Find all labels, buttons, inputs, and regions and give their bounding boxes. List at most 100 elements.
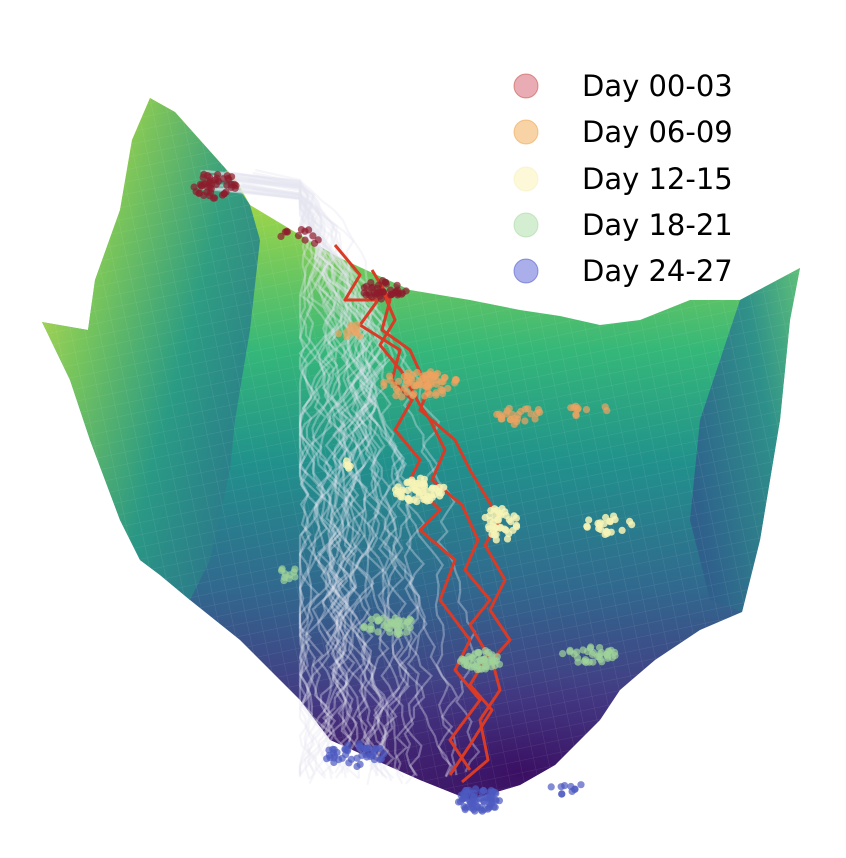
- trajectory-line: [199, 187, 406, 779]
- point-day-00-03: [376, 292, 384, 300]
- point-day-12-15: [618, 526, 626, 535]
- point-day-06-09: [582, 406, 591, 414]
- point-day-00-03: [206, 183, 214, 191]
- point-day-06-09: [415, 377, 423, 385]
- legend-label-day-00-03: Day 00-03: [582, 69, 733, 103]
- point-day-00-03: [301, 236, 309, 244]
- trajectory-line: [239, 173, 353, 775]
- trajectory-line: [224, 170, 481, 773]
- point-day-06-09: [355, 332, 364, 340]
- point-day-24-27: [571, 785, 579, 794]
- point-day-24-27: [356, 760, 364, 769]
- point-day-06-09: [521, 417, 529, 425]
- trajectory-line: [204, 174, 373, 776]
- trajectories-background: [199, 168, 481, 786]
- point-day-18-21: [395, 627, 403, 635]
- point-day-06-09: [395, 377, 403, 385]
- point-day-06-09: [348, 324, 356, 332]
- point-day-06-09: [439, 378, 447, 386]
- point-day-12-15: [398, 493, 407, 501]
- point-day-18-21: [604, 652, 612, 660]
- point-day-12-15: [414, 479, 422, 487]
- point-day-18-21: [481, 647, 489, 655]
- point-day-00-03: [277, 232, 285, 240]
- point-day-24-27: [462, 794, 470, 802]
- point-day-24-27: [347, 755, 355, 763]
- point-day-18-21: [559, 650, 567, 658]
- point-day-06-09: [392, 392, 400, 400]
- point-day-06-09: [513, 415, 522, 423]
- point-day-18-21: [579, 646, 587, 654]
- point-day-06-09: [409, 371, 417, 379]
- point-day-00-03: [281, 228, 289, 236]
- point-day-12-15: [436, 492, 444, 500]
- point-day-06-09: [390, 381, 398, 389]
- point-day-06-09: [432, 391, 440, 399]
- point-day-06-09: [335, 330, 343, 338]
- point-day-06-09: [527, 410, 535, 418]
- point-day-24-27: [577, 781, 585, 789]
- legend-marker-day-18-21: [513, 212, 539, 238]
- point-day-06-09: [498, 412, 506, 420]
- trajectory-line: [248, 177, 398, 780]
- trajectory-line: [236, 175, 395, 777]
- point-day-18-21: [580, 657, 589, 665]
- point-day-06-09: [452, 375, 460, 384]
- point-day-18-21: [393, 617, 401, 625]
- point-day-24-27: [323, 755, 331, 763]
- point-day-00-03: [211, 176, 219, 184]
- point-day-06-09: [517, 407, 525, 416]
- point-day-00-03: [310, 239, 319, 247]
- trajectory-line: [216, 173, 357, 775]
- trajectory-line: [215, 187, 385, 780]
- point-day-06-09: [424, 388, 432, 396]
- point-day-12-15: [391, 486, 400, 494]
- legend-marker-day-06-09: [513, 119, 539, 145]
- point-day-12-15: [488, 530, 496, 538]
- point-day-06-09: [404, 379, 412, 388]
- point-day-24-27: [342, 745, 350, 754]
- point-day-00-03: [222, 188, 230, 196]
- point-day-18-21: [373, 613, 381, 621]
- trajectory-line: [233, 182, 410, 785]
- point-day-06-09: [343, 327, 351, 335]
- point-day-18-21: [574, 658, 582, 666]
- trajectory-line: [213, 187, 379, 779]
- point-day-12-15: [507, 518, 515, 526]
- point-day-24-27: [470, 805, 478, 814]
- trajectory-line: [202, 185, 459, 778]
- point-day-24-27: [472, 785, 480, 793]
- trajectory-line: [219, 172, 391, 774]
- point-day-18-21: [587, 643, 595, 651]
- trajectory-line: [226, 175, 420, 777]
- trajectory-line: [241, 182, 387, 785]
- legend: Day 00-03 Day 06-09 Day 12-15 Day 18-21 …: [513, 69, 733, 288]
- point-day-18-21: [480, 656, 488, 664]
- point-day-12-15: [492, 536, 500, 544]
- trajectory-line: [232, 186, 330, 778]
- point-day-12-15: [423, 493, 431, 501]
- legend-marker-day-12-15: [513, 166, 539, 192]
- point-day-00-03: [309, 232, 317, 240]
- point-day-12-15: [428, 485, 436, 493]
- point-day-12-15: [406, 497, 414, 505]
- point-day-24-27: [490, 803, 498, 811]
- trajectory-line: [234, 172, 358, 774]
- point-day-18-21: [598, 648, 606, 657]
- point-day-18-21: [385, 624, 394, 633]
- point-day-24-27: [380, 750, 388, 758]
- trajectory-line: [222, 187, 340, 779]
- point-day-00-03: [231, 184, 239, 192]
- point-day-18-21: [588, 650, 597, 659]
- point-day-12-15: [498, 505, 506, 513]
- point-day-00-03: [374, 284, 382, 292]
- point-day-12-15: [481, 513, 489, 522]
- point-day-12-15: [490, 507, 498, 515]
- point-day-18-21: [360, 622, 368, 631]
- point-day-24-27: [367, 752, 375, 761]
- point-day-06-09: [503, 407, 511, 415]
- point-day-24-27: [376, 744, 384, 753]
- point-day-06-09: [506, 416, 514, 424]
- surface-mesh: [42, 98, 800, 800]
- trajectory-line: [207, 177, 419, 780]
